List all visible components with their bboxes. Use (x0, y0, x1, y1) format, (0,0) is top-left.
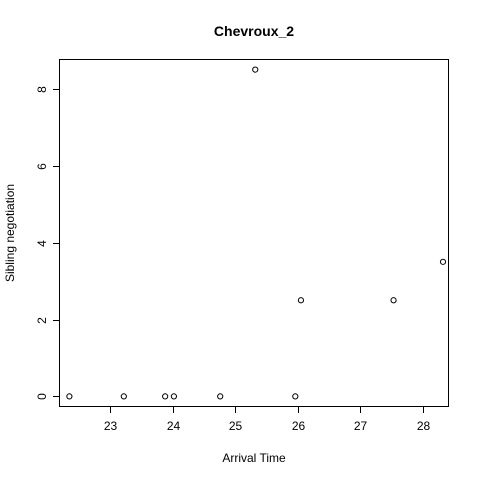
data-point (390, 297, 397, 304)
data-point (292, 393, 299, 400)
chart-title: Chevroux_2 (214, 23, 294, 39)
x-tick-label: 27 (354, 419, 368, 433)
y-axis: 0 2 4 6 8 (35, 86, 60, 400)
data-point (162, 393, 169, 400)
data-point (252, 66, 259, 73)
data-point (170, 393, 177, 400)
x-tick-label: 25 (229, 419, 243, 433)
data-point (297, 297, 305, 304)
y-tick-label: 2 (35, 317, 49, 324)
x-tick-label: 26 (292, 419, 306, 433)
x-tick-label: 28 (417, 419, 431, 433)
data-point (120, 393, 127, 400)
x-axis: 23 24 25 26 27 28 (104, 406, 431, 433)
data-point (217, 393, 224, 400)
y-tick-label: 4 (35, 240, 49, 247)
y-axis-label: Sibling negotiation (3, 184, 17, 282)
x-tick-label: 24 (167, 419, 181, 433)
data-point (66, 393, 73, 400)
data-point (439, 258, 447, 265)
data-points (66, 66, 447, 400)
y-tick-label: 0 (35, 393, 49, 400)
plot-frame (59, 59, 449, 407)
y-tick-label: 6 (35, 163, 49, 170)
y-tick-label: 8 (35, 86, 49, 93)
x-tick-label: 23 (104, 419, 118, 433)
x-axis-label: Arrival Time (222, 451, 286, 465)
